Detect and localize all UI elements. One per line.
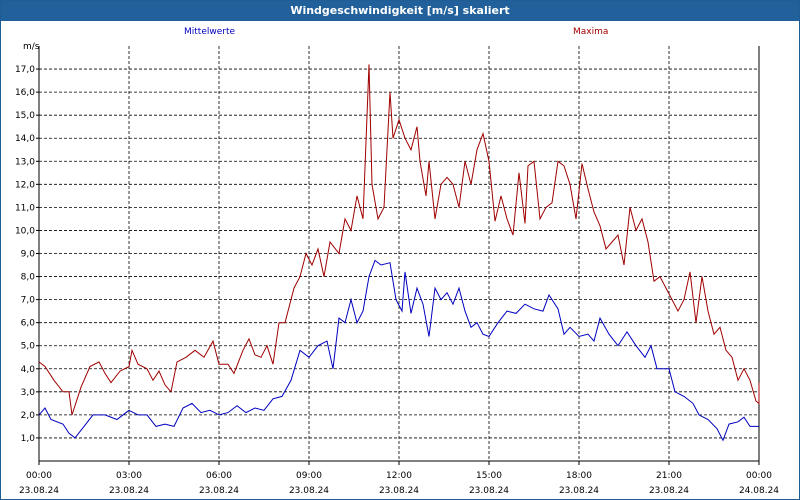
x-tick-time: 21:00 [656,471,682,481]
y-tick-label: 9,0 [21,250,36,260]
y-axis-label: m/s [23,42,40,52]
x-tick-date: 23.08.24 [469,486,509,496]
legend-maxima: Maxima [573,27,608,37]
y-tick-label: 3,0 [21,388,36,398]
y-tick-label: 16,0 [15,88,35,98]
y-tick-label: 14,0 [15,134,35,144]
y-tick-label: 2,0 [21,411,36,421]
grid [39,46,759,461]
series-maxima [38,64,760,416]
x-tick-time: 00:00 [746,471,772,481]
y-tick-label: 10,0 [15,226,35,236]
x-tick-time: 09:00 [296,471,322,481]
x-tick-time: 15:00 [476,471,502,481]
x-tick-date: 23.08.24 [559,486,599,496]
x-tick-date: 23.08.24 [109,486,149,496]
y-tick-label: 7,0 [21,296,36,306]
series [38,64,760,442]
y-tick-label: 17,0 [15,65,35,75]
line-chart: 1,0 2,0 3,0 4,0 5,0 6,0 7,0 8,0 9,0 10,0 11,0 12,0 1… [15,27,779,496]
x-tick-time: 00:00 [26,471,52,481]
x-tick-date: 23.08.24 [199,486,239,496]
x-tick-date: 23.08.24 [379,486,419,496]
y-tick-label: 8,0 [21,273,36,283]
y-tick-label: 4,0 [21,365,36,375]
x-tick-date: 23.08.24 [19,486,59,496]
x-tick-time: 06:00 [206,471,232,481]
x-tick-date: 23.08.24 [289,486,329,496]
y-tick-label: 13,0 [15,157,35,167]
x-tick-labels: 00:00 23.08.24 03:00 23.08.24 06:00 23.08.24 0… [19,471,779,496]
y-tick-label: 1,0 [21,434,36,444]
x-tick-date: 24.08.24 [739,486,779,496]
y-tick-labels: 1,0 2,0 3,0 4,0 5,0 6,0 7,0 8,0 9,0 10,0 11,0 12,0 1… [15,65,35,444]
x-tick-time: 03:00 [116,471,142,481]
x-tick-time: 12:00 [386,471,412,481]
y-tick-label: 11,0 [15,203,35,213]
legend-mittelwerte: Mittelwerte [184,27,235,37]
x-tick-time: 18:00 [566,471,592,481]
x-tick-date: 23.08.24 [649,486,689,496]
y-tick-label: 12,0 [15,180,35,190]
y-tick-label: 6,0 [21,319,36,329]
y-tick-label: 15,0 [15,111,35,121]
series-mittelwerte [38,259,759,442]
window-title: Windgeschwindigkeit [m/s] skaliert [1,1,799,21]
y-tick-label: 5,0 [21,342,36,352]
